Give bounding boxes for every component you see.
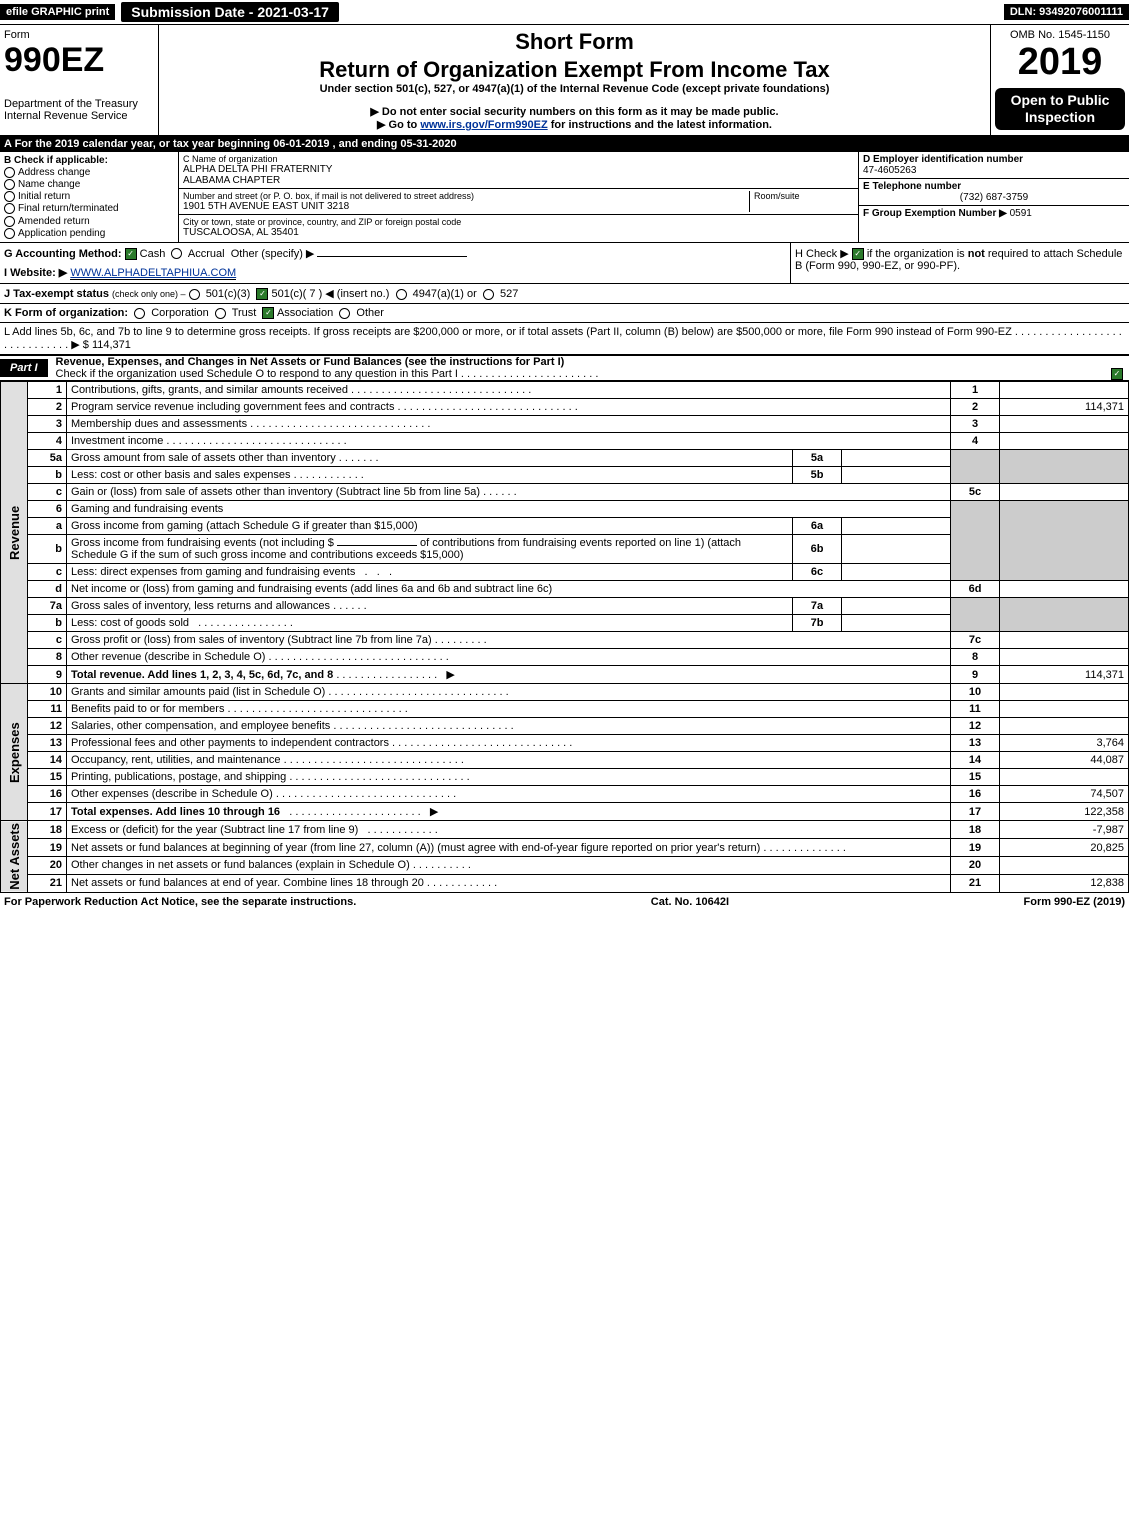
row-k: K Form of organization: Corporation Trus…: [0, 304, 1129, 323]
chk-other-org[interactable]: [339, 308, 350, 319]
note-link-row: ▶ Go to www.irs.gov/Form990EZ for instru…: [167, 118, 982, 131]
chk-501c[interactable]: ✓: [256, 288, 268, 300]
chk-address-change[interactable]: Address change: [4, 167, 174, 178]
label-org-name: C Name of organization: [183, 154, 854, 164]
chk-501c3[interactable]: [189, 289, 200, 300]
org-addr: 1901 5TH AVENUE EAST UNIT 3218: [183, 201, 749, 212]
part-1-label: Part I: [0, 359, 48, 377]
form-word: Form: [4, 29, 154, 41]
identity-block: B Check if applicable: Address change Na…: [0, 152, 1129, 243]
section-net-assets: Net Assets: [1, 821, 28, 893]
omb-no: OMB No. 1545-1150: [995, 29, 1125, 41]
org-name-1: ALPHA DELTA PHI FRATERNITY: [183, 164, 854, 175]
chk-application-pending[interactable]: Application pending: [4, 228, 174, 239]
lines-table: Revenue 1 Contributions, gifts, grants, …: [0, 381, 1129, 893]
label-addr: Number and street (or P. O. box, if mail…: [183, 191, 749, 201]
section-b-title: B Check if applicable:: [4, 155, 174, 166]
footer-left: For Paperwork Reduction Act Notice, see …: [4, 896, 356, 908]
label-website: I Website: ▶: [4, 267, 67, 279]
chk-final-return[interactable]: Final return/terminated: [4, 203, 174, 214]
sub-title: Under section 501(c), 527, or 4947(a)(1)…: [167, 83, 982, 95]
part-1-header: Part I Revenue, Expenses, and Changes in…: [0, 355, 1129, 381]
dln: DLN: 93492076001111: [1004, 4, 1129, 20]
note-ssn: ▶ Do not enter social security numbers o…: [167, 105, 982, 118]
submission-date: Submission Date - 2021-03-17: [121, 2, 339, 22]
title-main: Return of Organization Exempt From Incom…: [167, 57, 982, 83]
chk-name-change[interactable]: Name change: [4, 179, 174, 190]
label-city: City or town, state or province, country…: [183, 217, 854, 227]
chk-schedule-b[interactable]: ✓: [852, 248, 864, 260]
chk-4947[interactable]: [396, 289, 407, 300]
chk-accrual[interactable]: [171, 248, 182, 259]
chk-corp[interactable]: [134, 308, 145, 319]
website-link[interactable]: WWW.ALPHADELTAPHIUA.COM: [70, 267, 236, 280]
label-group-exemption: F Group Exemption Number ▶: [863, 208, 1007, 219]
irs-link[interactable]: www.irs.gov/Form990EZ: [420, 119, 547, 131]
row-j: J Tax-exempt status (check only one) – 5…: [0, 284, 1129, 304]
chk-527[interactable]: [483, 289, 494, 300]
org-city: TUSCALOOSA, AL 35401: [183, 227, 854, 238]
top-bar: efile GRAPHIC print Submission Date - 20…: [0, 0, 1129, 25]
page-footer: For Paperwork Reduction Act Notice, see …: [0, 893, 1129, 911]
row-g: G Accounting Method: ✓ Cash Accrual Othe…: [0, 243, 790, 283]
label-phone: E Telephone number: [863, 181, 1125, 192]
org-name-2: ALABAMA CHAPTER: [183, 175, 854, 186]
row-a-period: A For the 2019 calendar year, or tax yea…: [0, 136, 1129, 152]
form-number: 990EZ: [4, 41, 154, 80]
footer-right: Form 990-EZ (2019): [1024, 896, 1125, 908]
phone: (732) 687-3759: [863, 192, 1125, 203]
chk-schedule-o[interactable]: ✓: [1111, 368, 1123, 380]
chk-initial-return[interactable]: Initial return: [4, 191, 174, 202]
label-ein: D Employer identification number: [863, 154, 1125, 165]
efile-print[interactable]: efile GRAPHIC print: [0, 4, 115, 20]
tax-year: 2019: [995, 41, 1125, 84]
part-1-title: Revenue, Expenses, and Changes in Net As…: [56, 356, 565, 368]
chk-cash[interactable]: ✓: [125, 248, 137, 260]
label-room: Room/suite: [754, 191, 800, 201]
group-exemption: 0591: [1010, 208, 1032, 219]
ein: 47-4605263: [863, 165, 1125, 176]
chk-amended-return[interactable]: Amended return: [4, 216, 174, 227]
form-header: Form 990EZ Department of the Treasury In…: [0, 25, 1129, 136]
chk-trust[interactable]: [215, 308, 226, 319]
section-expenses: Expenses: [1, 684, 28, 821]
row-l: L Add lines 5b, 6c, and 7b to line 9 to …: [0, 323, 1129, 355]
dept-label: Department of the Treasury: [4, 98, 154, 110]
title-short: Short Form: [167, 29, 982, 55]
irs-label: Internal Revenue Service: [4, 110, 154, 122]
open-to-public: Open to Public Inspection: [995, 88, 1125, 130]
chk-assoc[interactable]: ✓: [262, 307, 274, 319]
section-revenue: Revenue: [1, 382, 28, 684]
footer-mid: Cat. No. 10642I: [651, 896, 729, 908]
row-h: H Check ▶ ✓ if the organization is not r…: [790, 243, 1129, 283]
part-1-checknote: Check if the organization used Schedule …: [56, 368, 599, 380]
